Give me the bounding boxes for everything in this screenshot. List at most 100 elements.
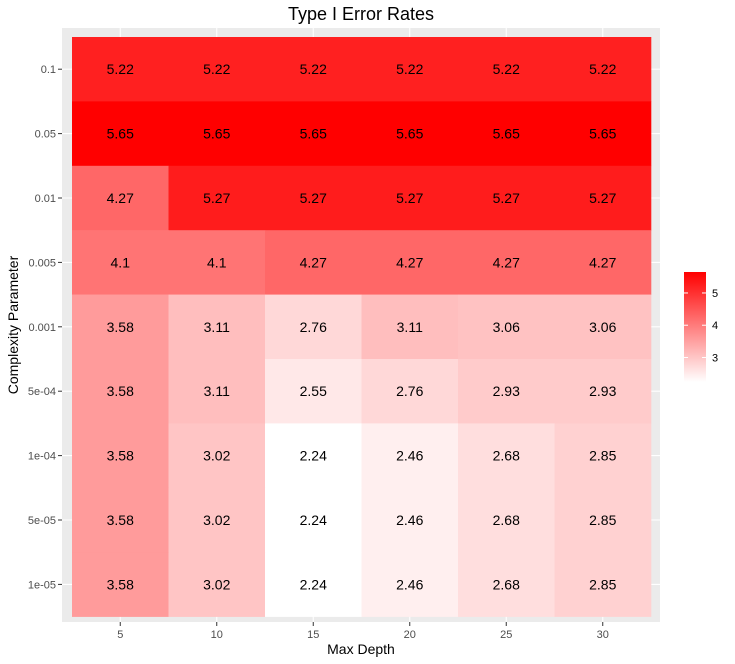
cell-value-label: 3.58 (107, 319, 134, 335)
y-tick-label: 0.1 (41, 64, 56, 76)
cell-value-label: 4.1 (207, 254, 227, 270)
heatmap-cell (458, 487, 555, 553)
x-tick-label: 15 (307, 629, 319, 641)
x-tick-label: 25 (500, 629, 512, 641)
cell-value-label: 5.27 (396, 190, 423, 206)
heatmap-cell (458, 552, 555, 617)
heatmap-cell (458, 37, 555, 102)
cell-value-label: 3.11 (204, 383, 230, 399)
cell-value-label: 5.27 (203, 190, 230, 206)
heatmap-cell (72, 552, 169, 617)
cell-value-label: 5.22 (107, 61, 134, 77)
cell-value-label: 5.27 (493, 190, 520, 206)
cell-value-label: 5.65 (493, 126, 520, 142)
cell-value-label: 2.76 (396, 383, 423, 399)
cell-value-label: 2.76 (300, 319, 327, 335)
cell-value-label: 5.27 (589, 190, 616, 206)
heatmap-cell (265, 294, 362, 360)
heatmap-cell (458, 294, 555, 360)
chart-title: Type I Error Rates (288, 4, 434, 24)
heatmap-cell (168, 101, 266, 167)
heatmap-cell (265, 37, 362, 102)
heatmap-cell (361, 101, 459, 167)
heatmap-cell (168, 423, 266, 489)
heatmap-cell (458, 165, 555, 231)
heatmap-cell (72, 359, 169, 424)
cell-value-label: 3.06 (493, 319, 520, 335)
cell-value-label: 5.22 (300, 61, 327, 77)
cell-value-label: 2.85 (589, 512, 616, 528)
cell-value-label: 2.85 (589, 448, 616, 464)
y-tick-label: 5e-05 (28, 515, 56, 527)
y-tick-label: 0.005 (28, 257, 56, 269)
heatmap-cell (361, 165, 459, 231)
heatmap-cell (265, 359, 362, 424)
cell-value-label: 2.68 (493, 448, 520, 464)
x-tick-label: 5 (117, 629, 123, 641)
heatmap-cell (72, 165, 169, 231)
cell-value-label: 4.27 (589, 254, 616, 270)
cell-value-label: 3.58 (107, 383, 134, 399)
cell-value-label: 4.27 (107, 190, 134, 206)
cell-value-label: 2.68 (493, 512, 520, 528)
cell-value-label: 2.55 (300, 383, 327, 399)
x-tick-label: 20 (404, 629, 416, 641)
cell-value-label: 5.65 (203, 126, 230, 142)
heatmap-cell (265, 552, 362, 617)
heatmap-cell (554, 230, 652, 295)
heatmap-cell (168, 552, 266, 617)
heatmap-cell (361, 230, 459, 295)
cell-value-label: 5.22 (493, 61, 520, 77)
cell-value-label: 2.46 (396, 576, 423, 592)
cell-value-label: 3.58 (107, 512, 134, 528)
heatmap-cell (554, 552, 652, 617)
cell-value-label: 5.65 (589, 126, 616, 142)
heatmap-cell (361, 359, 459, 424)
y-tick-label: 1e-05 (28, 579, 56, 591)
cell-value-label: 3.58 (107, 448, 134, 464)
heatmap-cells (72, 37, 652, 617)
heatmap-cell (554, 423, 652, 489)
heatmap-cell (168, 37, 266, 102)
cell-value-label: 4.1 (111, 254, 131, 270)
y-axis-title: Complexity Parameter (5, 255, 21, 394)
cell-value-label: 5.65 (107, 126, 134, 142)
heatmap-cell (361, 487, 459, 553)
heatmap-cell (72, 487, 169, 553)
cell-value-label: 5.22 (203, 61, 230, 77)
cell-value-label: 5.65 (300, 126, 327, 142)
cell-value-label: 3.02 (203, 576, 230, 592)
x-tick-label: 10 (211, 629, 223, 641)
heatmap-cell (265, 487, 362, 553)
x-axis-ticks: 5 10 15 20 25 30 (117, 622, 609, 641)
y-tick-label: 0.001 (28, 322, 56, 334)
heatmap-cell (72, 37, 169, 102)
heatmap-cell (361, 423, 459, 489)
cell-value-label: 3.11 (397, 319, 423, 335)
heatmap-cell (361, 294, 459, 360)
cell-value-label: 3.58 (107, 576, 134, 592)
cell-value-label: 2.85 (589, 576, 616, 592)
heatmap-cell (72, 294, 169, 360)
cell-value-label: 4.27 (300, 254, 327, 270)
heatmap-cell (265, 101, 362, 167)
cell-value-label: 3.06 (589, 319, 616, 335)
heatmap-cell (554, 101, 652, 167)
heatmap-cell (554, 294, 652, 360)
heatmap-cell (265, 423, 362, 489)
cell-value-label: 2.24 (300, 448, 327, 464)
heatmap-cell (361, 552, 459, 617)
legend-tick-label: 5 (712, 288, 718, 300)
cell-value-label: 2.93 (493, 383, 520, 399)
color-legend: 3 4 5 (684, 272, 718, 382)
heatmap-cell (265, 230, 362, 295)
y-tick-label: 1e-04 (28, 451, 56, 463)
cell-value-label: 2.46 (396, 512, 423, 528)
legend-tick-label: 3 (712, 352, 718, 364)
heatmap-cell (554, 487, 652, 553)
heatmap-cell (554, 165, 652, 231)
heatmap-cell (458, 101, 555, 167)
cell-value-label: 5.65 (396, 126, 423, 142)
cell-value-label: 5.22 (396, 61, 423, 77)
heatmap-cell (72, 230, 169, 295)
